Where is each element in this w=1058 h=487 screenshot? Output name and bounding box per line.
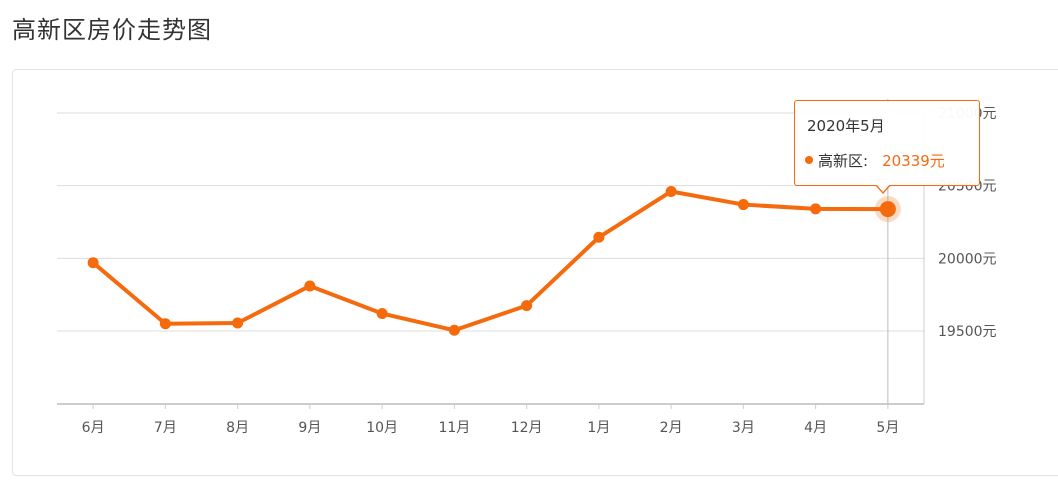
x-tick-label: 11月 <box>438 420 470 436</box>
data-point[interactable] <box>232 317 244 329</box>
x-tick-label: 4月 <box>804 420 827 436</box>
x-tick-label: 6月 <box>82 420 105 436</box>
data-point[interactable] <box>521 300 533 312</box>
x-tick-label: 5月 <box>876 420 899 436</box>
data-point-highlighted[interactable] <box>879 201 896 218</box>
x-tick-label: 3月 <box>732 420 755 436</box>
data-point[interactable] <box>376 308 388 320</box>
tooltip-row: 高新区: 20339元 <box>805 150 945 171</box>
tooltip-pointer <box>875 184 891 194</box>
data-point[interactable] <box>810 203 822 215</box>
x-tick-label: 7月 <box>154 420 177 436</box>
x-tick-label: 10月 <box>366 420 398 436</box>
x-tick-label: 9月 <box>298 420 321 436</box>
data-point[interactable] <box>87 257 99 269</box>
tooltip-date: 2020年5月 <box>807 117 885 135</box>
tooltip-value: 20339元 <box>882 152 945 170</box>
y-tick-label: 20000元 <box>938 251 997 267</box>
data-point[interactable] <box>593 231 605 243</box>
series-dot-icon <box>805 156 813 164</box>
x-tick-label: 12月 <box>511 420 543 436</box>
data-point[interactable] <box>448 324 460 336</box>
chart-tooltip: 2020年5月 高新区: 20339元 <box>794 100 980 194</box>
y-tick-label: 19500元 <box>938 324 997 340</box>
x-tick-label: 2月 <box>660 420 683 436</box>
page-title: 高新区房价走势图 <box>12 16 212 44</box>
data-point[interactable] <box>665 185 677 197</box>
x-tick-label: 1月 <box>587 420 610 436</box>
data-point[interactable] <box>159 318 171 330</box>
x-tick-label: 8月 <box>226 420 249 436</box>
data-point[interactable] <box>737 199 749 211</box>
series-line <box>91 189 890 333</box>
data-point[interactable] <box>304 280 316 292</box>
tooltip-series-label: 高新区: <box>818 152 869 170</box>
